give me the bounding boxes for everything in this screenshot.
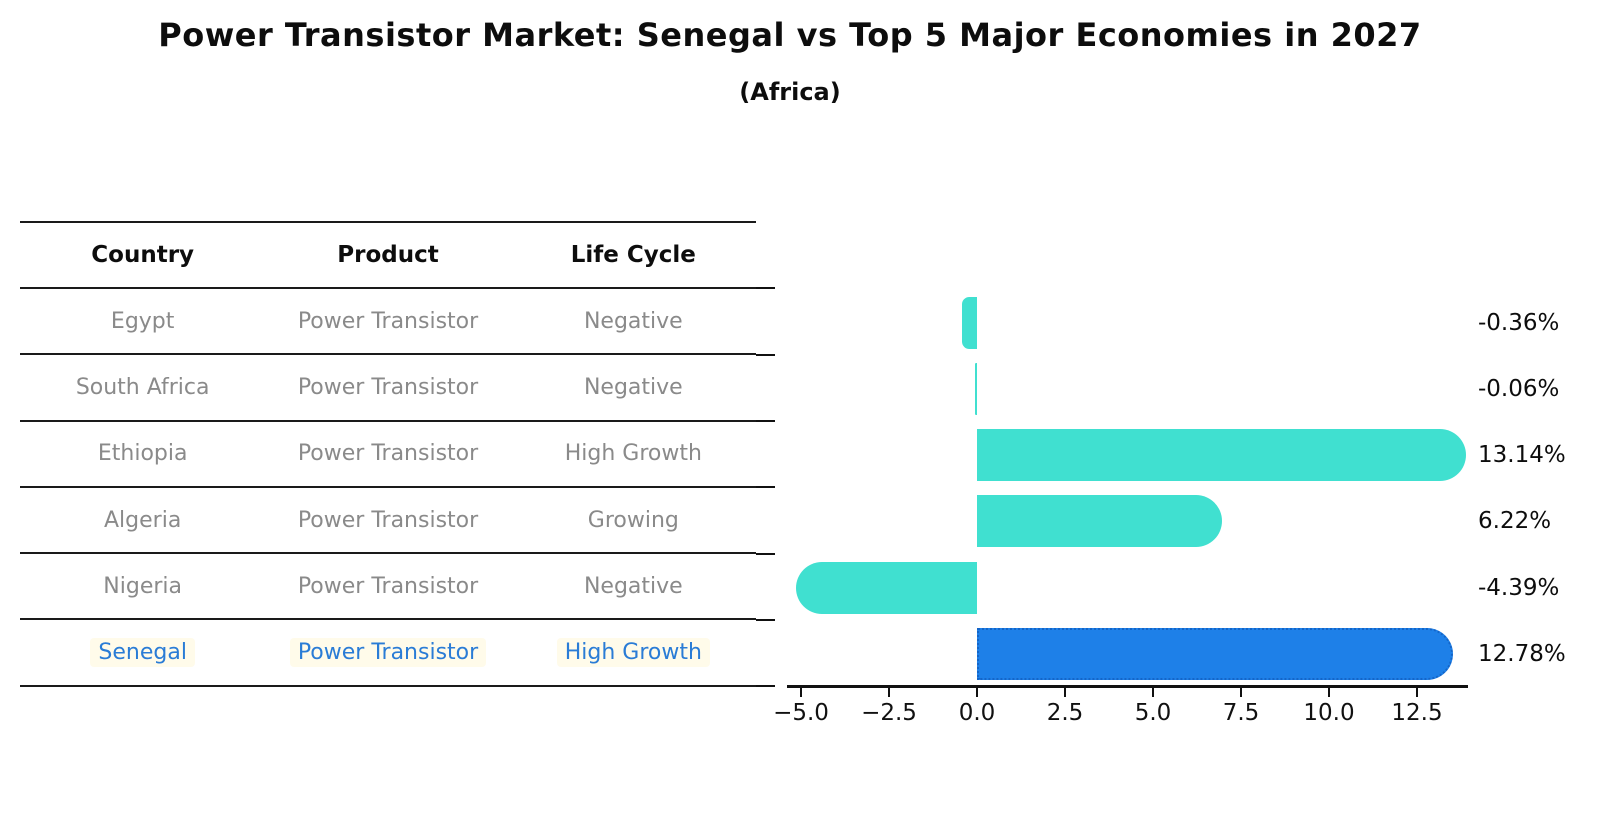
cell-country: Egypt: [110, 308, 175, 334]
bar-value-label: -0.36%: [1478, 309, 1560, 336]
bar-algeria: [977, 495, 1222, 548]
cell-life-cycle: Negative: [583, 374, 683, 400]
x-tick-label: 5.0: [1134, 700, 1172, 726]
y-axis-tick: [756, 419, 775, 423]
x-tick-label: 2.5: [1046, 700, 1084, 726]
bar-value-label: 6.22%: [1478, 508, 1552, 535]
y-axis-tick: [756, 353, 775, 356]
bar-egypt: [962, 296, 977, 349]
bar-nigeria: [796, 561, 977, 614]
cell-life-cycle: High Growth: [511, 638, 756, 668]
x-axis-tick: [976, 688, 978, 697]
bar-value-label: -4.39%: [1478, 574, 1560, 601]
chart-title: Power Transistor Market: Senegal vs Top …: [158, 16, 1422, 54]
cell-country: Nigeria: [103, 573, 183, 599]
cell-country: Ethiopia: [97, 441, 188, 467]
x-axis-tick: [1240, 688, 1242, 697]
cell-product: Power Transistor: [297, 507, 479, 533]
y-axis-tick: [756, 486, 775, 489]
cell-life-cycle: Negative: [583, 308, 683, 334]
cell-product: Power Transistor: [265, 638, 510, 668]
country-table: Country Product Life Cycle Egypt Power T…: [20, 221, 756, 687]
x-axis-tick: [800, 688, 802, 697]
table-row: Ethiopia Power Transistor High Growth: [20, 422, 756, 488]
cell-life-cycle: High Growth: [564, 441, 702, 467]
cell-country: Senegal: [20, 638, 265, 668]
x-axis-line: [787, 685, 1468, 688]
bar-value-label: -0.06%: [1478, 375, 1560, 402]
bar-ethiopia: [977, 429, 1466, 482]
cell-product: Power Transistor: [297, 308, 479, 334]
column-header-country: Country: [91, 242, 195, 268]
x-axis-tick: [1064, 688, 1066, 697]
table-row: Nigeria Power Transistor Negative: [20, 554, 756, 621]
cell-product: Power Transistor: [297, 374, 479, 400]
x-tick-label: 0.0: [958, 700, 996, 726]
column-header-life-cycle: Life Cycle: [570, 242, 696, 268]
x-tick-label: −5.0: [773, 700, 829, 726]
cell-country: Algeria: [104, 507, 182, 533]
x-axis-tick: [1152, 688, 1154, 697]
x-tick-label: 10.0: [1303, 700, 1355, 726]
table-row-highlight-senegal: Senegal Power Transistor High Growth: [20, 620, 756, 687]
cell-life-cycle: Growing: [587, 507, 679, 533]
x-tick-label: 7.5: [1222, 700, 1260, 726]
cell-product: Power Transistor: [297, 573, 479, 599]
y-axis-tick: [756, 618, 775, 621]
y-axis-tick: [756, 685, 775, 688]
cell-country: South Africa: [75, 374, 210, 400]
x-axis-tick: [1416, 688, 1418, 697]
chart-subtitle: (Africa): [739, 78, 841, 106]
x-tick-label: 12.5: [1391, 700, 1443, 726]
cell-product: Power Transistor: [297, 441, 479, 467]
bar-south-africa: [974, 362, 977, 415]
x-tick-label: −2.5: [861, 700, 917, 726]
y-axis-tick: [756, 552, 775, 555]
table-row: Egypt Power Transistor Negative: [20, 289, 756, 356]
cell-life-cycle: Negative: [583, 573, 683, 599]
bar-value-label: 13.14%: [1478, 442, 1566, 469]
x-axis-tick: [888, 688, 890, 697]
table-row: Algeria Power Transistor Growing: [20, 488, 756, 555]
column-header-product: Product: [337, 242, 439, 268]
y-axis-tick: [756, 287, 775, 290]
bar-senegal: [977, 628, 1453, 680]
table-row: South Africa Power Transistor Negative: [20, 355, 756, 422]
bar-value-label: 12.78%: [1478, 641, 1566, 667]
x-axis-tick: [1328, 688, 1330, 697]
table-header-row: Country Product Life Cycle: [20, 223, 756, 289]
